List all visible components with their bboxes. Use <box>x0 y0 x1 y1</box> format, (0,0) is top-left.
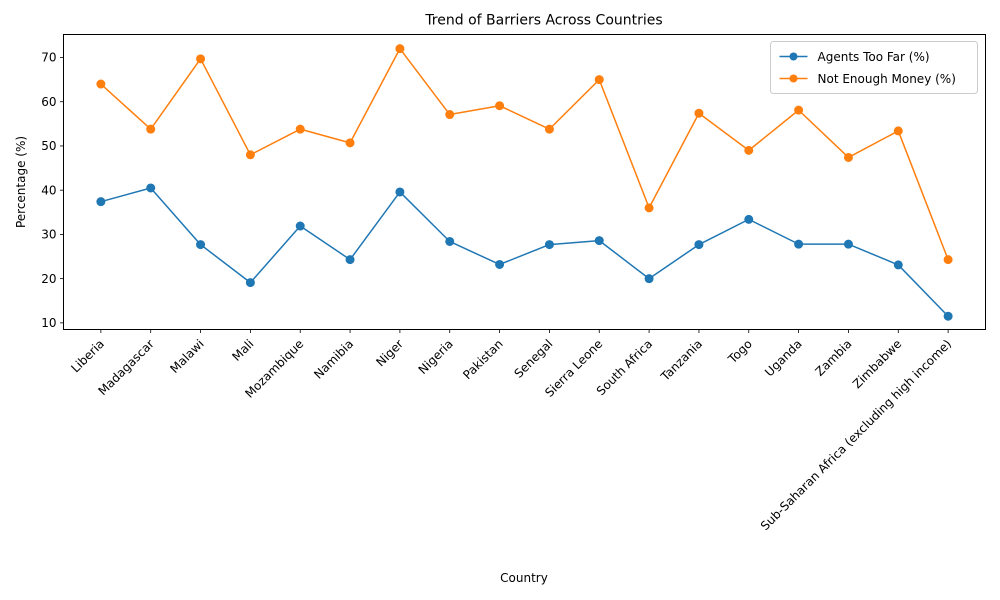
series-line <box>100 187 949 317</box>
data-point <box>445 110 455 120</box>
legend-label: Agents Too Far (%) <box>818 50 930 64</box>
legend-swatch-marker <box>789 74 798 83</box>
legend-frame <box>770 41 978 94</box>
y-tick-label: 50 <box>41 139 56 153</box>
data-point <box>694 108 704 118</box>
x-tick-label: Mali <box>229 337 256 364</box>
x-tick-label: Senegal <box>511 337 555 381</box>
data-point <box>943 311 953 321</box>
x-tick-label: Zimbabwe <box>850 337 904 391</box>
data-point <box>196 240 206 250</box>
x-tick-label: Nigeria <box>416 337 456 377</box>
x-tick-label: Niger <box>373 337 406 370</box>
x-tick-label: Liberia <box>68 337 107 376</box>
data-point <box>495 259 505 269</box>
data-point <box>96 197 106 207</box>
data-point <box>544 240 554 250</box>
data-point <box>843 239 853 249</box>
data-point <box>594 75 604 85</box>
chart-title: Trend of Barriers Across Countries <box>424 13 662 29</box>
data-point <box>694 240 704 250</box>
data-point <box>196 54 206 64</box>
data-point <box>245 278 255 288</box>
y-axis-title: Percentage (%) <box>14 136 28 228</box>
data-point <box>395 44 405 54</box>
data-point <box>345 255 355 265</box>
data-point <box>395 187 405 197</box>
data-point <box>794 105 804 115</box>
data-point <box>893 126 903 136</box>
x-tick-label: Namibia <box>311 337 356 382</box>
x-tick-label: Pakistan <box>460 337 505 382</box>
legend: Agents Too Far (%) Not Enough Money (%) <box>770 41 978 94</box>
x-axis-title: Country <box>500 571 548 585</box>
y-tick-label: 40 <box>41 183 56 197</box>
data-point <box>644 274 654 284</box>
plot-frame <box>63 34 986 330</box>
data-point <box>295 221 305 231</box>
data-point <box>644 203 654 213</box>
data-point <box>445 236 455 246</box>
data-point <box>345 138 355 148</box>
data-point <box>245 150 255 160</box>
data-point <box>146 124 156 134</box>
data-point <box>893 260 903 270</box>
data-point <box>495 101 505 111</box>
data-point <box>943 255 953 265</box>
x-tick-label: Malawi <box>167 337 206 376</box>
data-point <box>146 183 156 193</box>
x-tick-label: Zambia <box>812 337 854 379</box>
data-point <box>744 214 754 224</box>
data-point <box>843 152 853 162</box>
data-point <box>96 79 106 89</box>
x-tick-label: Uganda <box>762 337 805 380</box>
data-point <box>744 145 754 155</box>
x-tick-label: Tanzania <box>658 337 706 385</box>
x-tick-label: Togo <box>725 337 755 367</box>
y-tick-label: 10 <box>41 316 56 330</box>
legend-label: Not Enough Money (%) <box>818 72 956 86</box>
x-tick-label: Sub-Saharan Africa (excluding high incom… <box>758 337 954 533</box>
y-tick-label: 30 <box>41 228 56 242</box>
y-tick-label: 70 <box>41 51 56 65</box>
y-tick-label: 60 <box>41 95 56 109</box>
legend-swatch-marker <box>789 52 798 61</box>
data-point <box>594 236 604 246</box>
data-point <box>544 124 554 134</box>
series-line <box>100 47 949 260</box>
data-point <box>295 124 305 134</box>
data-point <box>794 239 804 249</box>
y-tick-label: 20 <box>41 272 56 286</box>
